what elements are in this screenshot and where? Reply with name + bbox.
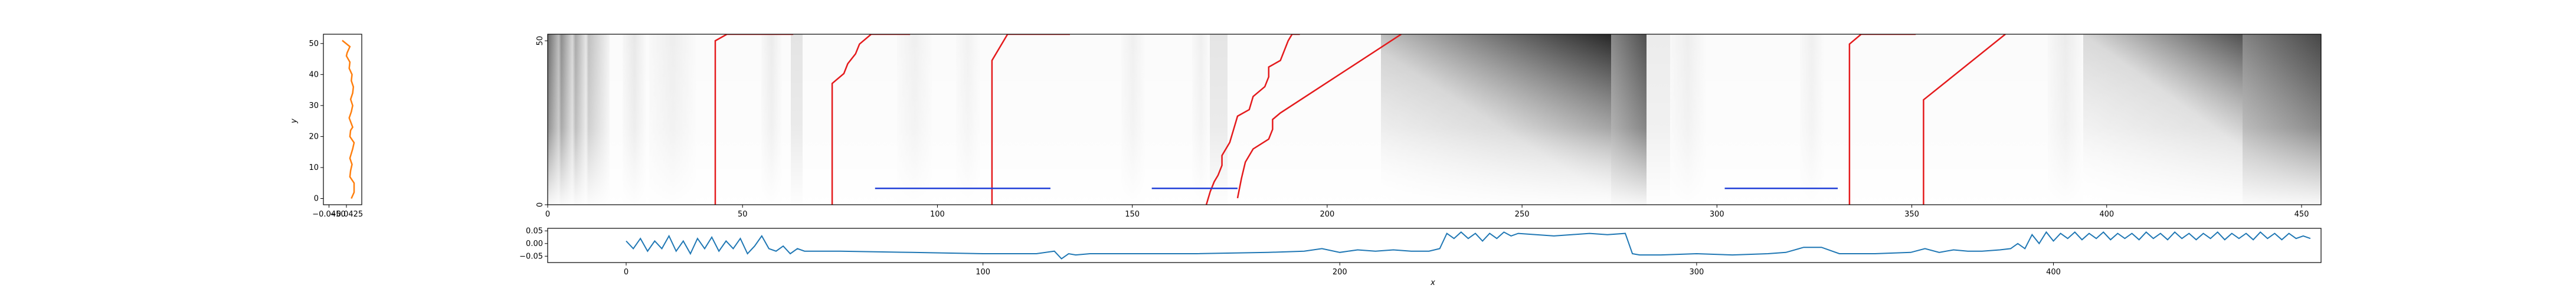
bottom-xtick-label: 200	[1333, 268, 1347, 277]
main-xtick-label: 400	[2099, 210, 2114, 219]
bottom-xtick-label: 0	[624, 268, 629, 277]
left-x-ticks: −0.0450−0.0425	[312, 205, 363, 219]
left-xtick-label: −0.0425	[330, 210, 363, 219]
main-xtick-label: 200	[1320, 210, 1334, 219]
main-ytick-label: 0	[536, 202, 545, 207]
bottom-ytick-label: 0.05	[526, 227, 543, 235]
red-paths	[714, 34, 2006, 205]
left-xtick-label: −0.0450	[312, 210, 345, 219]
main-xtick-label: 350	[1904, 210, 1919, 219]
main-image-frame	[547, 34, 2322, 205]
bottom-xlabel: x	[1430, 278, 1435, 287]
main-xtick-label: 450	[2294, 210, 2309, 219]
bottom-xtick-label: 400	[2046, 268, 2061, 277]
main-xtick-label: 50	[738, 210, 748, 219]
bottom-x-ticks: 0 100 200 300 400	[624, 263, 2061, 277]
bottom-ytick-label: 0.00	[526, 240, 543, 248]
left-profile-line	[342, 40, 355, 199]
left-ytick-label: 40	[309, 70, 319, 79]
left-ytick-label: 10	[309, 163, 319, 172]
main-xtick-label: 300	[1710, 210, 1724, 219]
main-image-panel: 0 50 100 150 200 250 300 350 400 450 0 50	[536, 34, 2322, 219]
red-path-1	[831, 34, 911, 205]
red-path-2	[991, 34, 1070, 205]
main-x-ticks: 0 50 100 150 200 250 300 350 400 450	[545, 205, 2309, 219]
left-ytick-label: 20	[309, 132, 319, 141]
bottom-ytick-label: −0.05	[519, 252, 543, 261]
main-ytick-label: 50	[536, 36, 545, 46]
red-path-5	[1848, 34, 1916, 205]
bottom-y-ticks: 0.05 0.00 −0.05	[519, 227, 548, 261]
red-path-6	[1923, 34, 2006, 205]
red-path-4	[1236, 34, 1402, 199]
left-ytick-label: 30	[309, 101, 319, 110]
left-profile-frame	[323, 34, 362, 205]
main-y-ticks: 0 50	[536, 36, 548, 207]
main-xtick-label: 100	[930, 210, 945, 219]
left-profile-panel: 0 10 20 30 40 50 −0.0450−0.0425 y	[290, 34, 363, 219]
main-xtick-label: 150	[1125, 210, 1140, 219]
bottom-profile-line	[626, 231, 2311, 260]
main-xtick-label: 250	[1515, 210, 1530, 219]
left-ylabel: y	[290, 119, 299, 124]
left-ytick-label: 50	[309, 40, 319, 48]
heatmap-image	[548, 34, 2321, 205]
bottom-profile-panel: 0 100 200 300 400 0.05 0.00 −0.05 x	[519, 227, 2322, 287]
bottom-xtick-label: 300	[1689, 268, 1704, 277]
bottom-profile-frame	[547, 228, 2322, 263]
red-path-3	[1205, 34, 1300, 205]
bottom-xtick-label: 100	[976, 268, 990, 277]
left-ytick-label: 0	[314, 194, 319, 203]
main-xtick-label: 0	[545, 210, 550, 219]
left-y-ticks: 0 10 20 30 40 50	[309, 40, 323, 203]
red-path-0	[714, 34, 794, 205]
